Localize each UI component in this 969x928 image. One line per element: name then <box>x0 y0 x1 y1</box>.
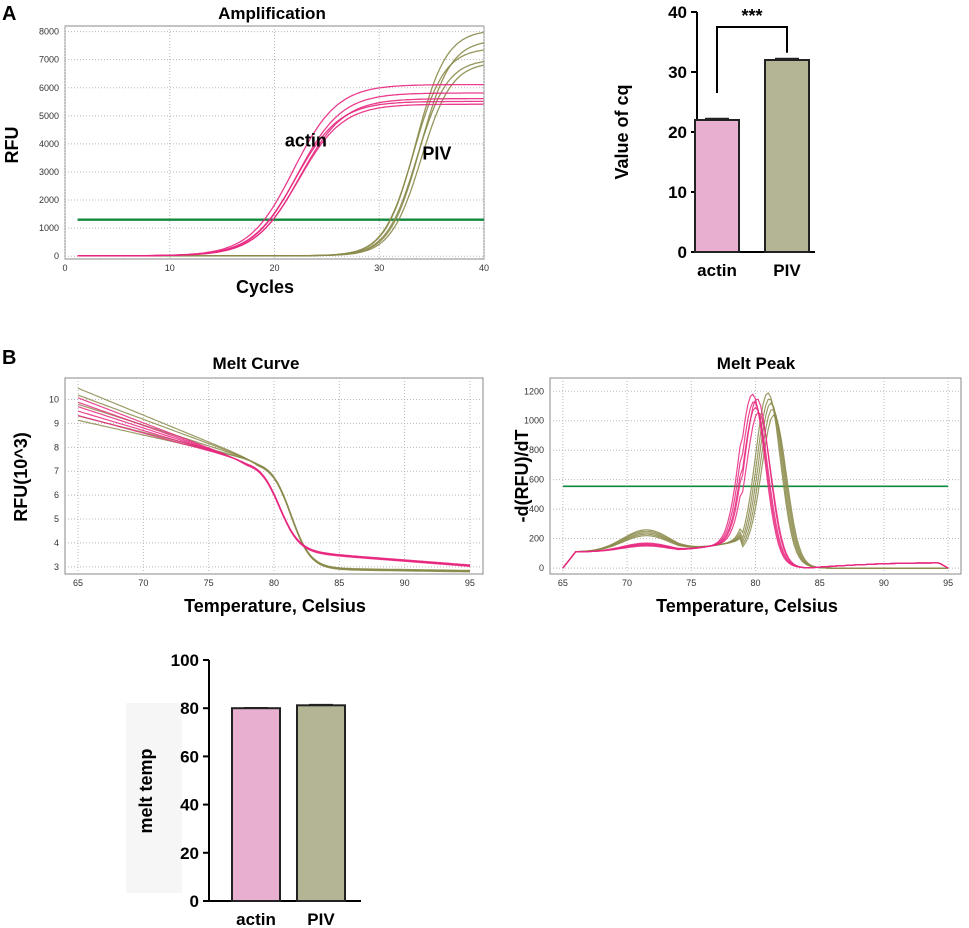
melt-temp-bars-ytick: 60 <box>180 747 199 766</box>
cq-bars-category-piv: PIV <box>773 261 801 280</box>
melt-temp-bars-category-actin: actin <box>236 910 276 928</box>
amplification-ytick: 1000 <box>39 223 59 233</box>
amplification-ytick: 3000 <box>39 167 59 177</box>
amplification-xtick: 20 <box>269 263 279 273</box>
melt-peak-title: Melt Peak <box>717 354 796 373</box>
amplification-annotation-piv: PIV <box>422 143 451 163</box>
melt-peak-ytick: 400 <box>529 504 544 514</box>
melt-curve-xtick: 75 <box>204 578 214 588</box>
amplification-ytick: 2000 <box>39 195 59 205</box>
cq-bars-category-actin: actin <box>697 261 737 280</box>
cq-significance-bracket <box>716 26 788 93</box>
melt-curve-xtick: 65 <box>73 578 83 588</box>
melt-temp-ylabel: melt temp <box>136 748 156 833</box>
amplification-ytick: 7000 <box>39 55 59 65</box>
melt-curve-ytick: 8 <box>54 442 59 452</box>
melt-peak-ytick: 1200 <box>524 386 544 396</box>
melt-temp-bar-chart: melt temp 0 20 40 60 80 100 actin PIV <box>126 651 361 928</box>
melt-curve-ytick: 10 <box>49 395 59 405</box>
melt-peak-ytick: 0 <box>539 563 544 573</box>
melt-peak-ytick: 800 <box>529 445 544 455</box>
melt-peak-xtick: 80 <box>750 578 760 588</box>
amplification-annotation-actin: actin <box>285 131 327 151</box>
melt-curve-actin-line <box>77 410 470 566</box>
melt-curve-title: Melt Curve <box>213 354 300 373</box>
melt-curve-ytick: 6 <box>54 490 59 500</box>
amplification-title: Amplification <box>218 4 326 23</box>
amplification-ytick: 5000 <box>39 111 59 121</box>
melt-peak-chart: Melt Peak Temperature, Celsius -d(RFU)/d… <box>512 354 962 616</box>
melt-curve-ytick: 3 <box>54 562 59 572</box>
cq-bar-chart: Value of cq 0 10 20 30 40 actin PIV *** <box>612 3 815 280</box>
melt-curve-xtick: 95 <box>465 578 475 588</box>
melt-curve-ytick: 4 <box>54 538 59 548</box>
amplification-ytick: 6000 <box>39 83 59 93</box>
amplification-xlabel: Cycles <box>236 277 294 297</box>
cq-ylabel: Value of cq <box>612 84 632 179</box>
melt-curve-actin-line <box>77 414 470 566</box>
melt-peak-xlabel: Temperature, Celsius <box>656 596 838 616</box>
melt-peak-xtick: 95 <box>943 578 953 588</box>
cq-significance-stars: *** <box>741 6 762 26</box>
melt-curve-xtick: 90 <box>400 578 410 588</box>
amplification-ytick: 4000 <box>39 139 59 149</box>
amplification-ylabel: RFU <box>2 127 22 164</box>
melt-peak-PIV-line <box>562 408 949 569</box>
melt-temp-bars-bar-actin <box>231 707 281 903</box>
melt-curve-PIV-line <box>77 419 470 571</box>
melt-temp-bars-ytick: 80 <box>180 699 199 718</box>
melt-temp-bars-ytick: 20 <box>180 844 199 863</box>
cq-bars-ytick: 30 <box>668 63 687 82</box>
melt-curve-chart: Melt Curve Temperature, Celsius RFU(10^3… <box>11 354 484 616</box>
melt-peak-xtick: 90 <box>879 578 889 588</box>
cq-bars-bar-actin <box>694 119 740 253</box>
melt-peak-xtick: 75 <box>686 578 696 588</box>
melt-curve-xtick: 70 <box>138 578 148 588</box>
amplification-actin-curve <box>77 83 484 257</box>
amplification-actin-curve <box>77 103 484 257</box>
melt-temp-bars-ytick: 0 <box>190 892 199 911</box>
melt-peak-ylabel: -d(RFU)/dT <box>512 430 532 523</box>
cq-bars-ytick: 40 <box>668 3 687 22</box>
cq-bars-bar-piv <box>764 59 810 253</box>
melt-temp-bars-ytick: 100 <box>171 651 199 670</box>
melt-curve-frame <box>64 377 484 575</box>
melt-peak-xtick: 70 <box>622 578 632 588</box>
melt-curve-ytick: 5 <box>54 514 59 524</box>
cq-bars-ytick: 10 <box>668 183 687 202</box>
melt-curve-xtick: 85 <box>334 578 344 588</box>
melt-peak-ytick: 200 <box>529 534 544 544</box>
amplification-xtick: 40 <box>479 263 489 273</box>
melt-peak-xtick: 85 <box>815 578 825 588</box>
melt-peak-ytick: 600 <box>529 475 544 485</box>
panel-label-b: B <box>2 347 16 369</box>
melt-peak-ytick: 1000 <box>524 416 544 426</box>
amplification-ytick: 8000 <box>39 27 59 37</box>
melt-curve-xtick: 80 <box>269 578 279 588</box>
melt-curve-ylabel: RFU(10^3) <box>11 432 31 522</box>
melt-temp-bars-ytick: 40 <box>180 796 199 815</box>
melt-peak-xtick: 65 <box>558 578 568 588</box>
amplification-xtick: 0 <box>62 263 67 273</box>
amplification-xtick: 10 <box>165 263 175 273</box>
melt-peak-PIV-line <box>562 414 949 569</box>
panel-label-a: A <box>2 3 16 25</box>
melt-temp-bars-bar-piv <box>296 704 346 902</box>
melt-curve-xlabel: Temperature, Celsius <box>184 596 366 616</box>
melt-temp-bars-category-piv: PIV <box>307 910 335 928</box>
amplification-xtick: 30 <box>374 263 384 273</box>
cq-bars-ytick: 0 <box>678 243 687 262</box>
melt-peak-actin-line <box>562 411 949 569</box>
melt-curve-ytick: 9 <box>54 418 59 428</box>
melt-temp-label-box <box>126 703 182 893</box>
melt-curve-ytick: 7 <box>54 466 59 476</box>
cq-bars-ytick: 20 <box>668 123 687 142</box>
amplification-ytick: 0 <box>54 251 59 261</box>
amplification-chart: Amplification Cycles RFU 0 10 20 30 40 0 1000 2… <box>2 4 489 297</box>
